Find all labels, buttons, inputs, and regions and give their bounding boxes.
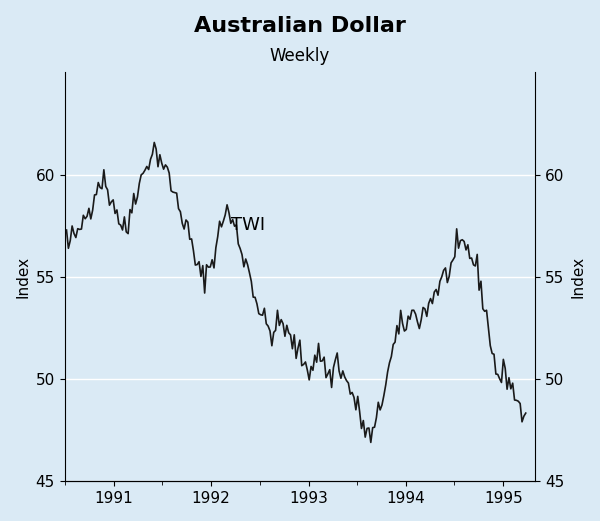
Text: Australian Dollar: Australian Dollar: [194, 16, 406, 35]
Y-axis label: Index: Index: [15, 256, 30, 298]
Text: TWI: TWI: [231, 216, 265, 234]
Text: Weekly: Weekly: [270, 47, 330, 65]
Y-axis label: Index: Index: [570, 256, 585, 298]
